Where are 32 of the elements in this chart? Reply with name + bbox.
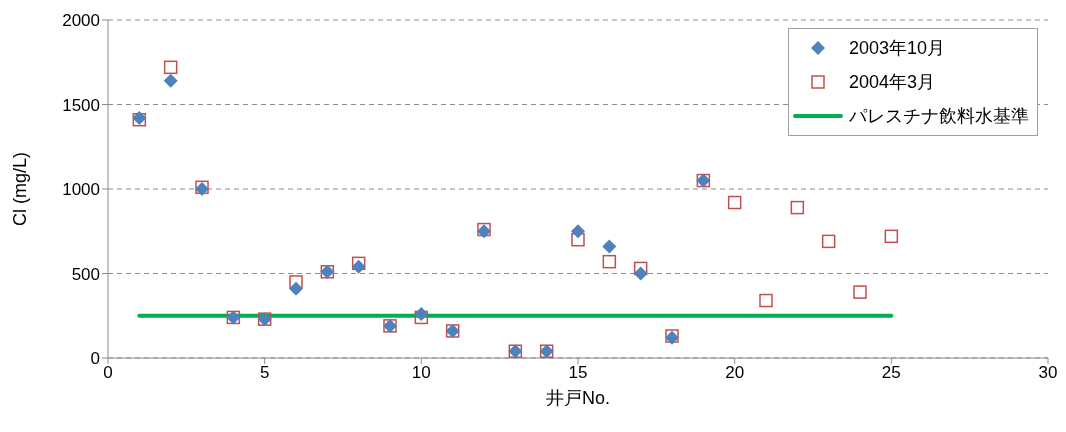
- x-tick-label: 30: [1038, 363, 1058, 383]
- point: [884, 229, 899, 244]
- x-tick-label: 10: [411, 363, 431, 383]
- y-tick-label: 1000: [62, 180, 100, 200]
- point: [163, 60, 178, 75]
- point: [821, 234, 836, 249]
- x-tick-label: 20: [725, 363, 745, 383]
- y-tick-label: 2000: [62, 11, 100, 31]
- x-tick-label: 0: [103, 363, 113, 383]
- y-axis-title: Cl (mg/L): [10, 151, 31, 227]
- point: [602, 254, 617, 269]
- point: [727, 195, 742, 210]
- y-tick-label: 500: [71, 264, 100, 284]
- legend-label: 2004年3月: [849, 71, 936, 94]
- point: [759, 293, 773, 308]
- point: [790, 200, 805, 215]
- x-axis-title: 井戸No.: [545, 388, 611, 408]
- x-tick-label: 5: [259, 363, 270, 383]
- point: [163, 73, 178, 88]
- point: [633, 261, 648, 276]
- y-tick-label: 0: [90, 349, 100, 369]
- point: [602, 239, 617, 254]
- point: [633, 266, 648, 281]
- x-tick-label: 15: [568, 363, 588, 383]
- point: [853, 285, 867, 299]
- legend-label: パレスチナ飲料水基準: [849, 105, 1029, 128]
- legend-label: 2003年10月: [849, 37, 946, 60]
- y-tick-label: 1500: [62, 95, 100, 115]
- point: [571, 232, 585, 247]
- x-tick-label: 25: [881, 363, 901, 383]
- point: [289, 281, 303, 296]
- point: [571, 224, 585, 239]
